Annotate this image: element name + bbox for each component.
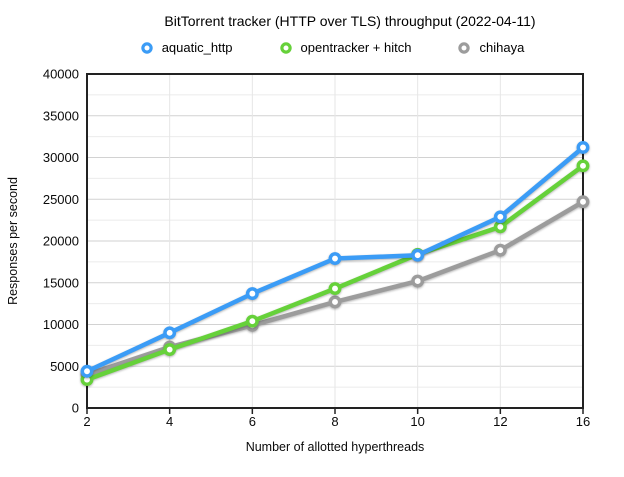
x-tick-label: 2 bbox=[83, 414, 90, 429]
data-point-marker bbox=[328, 252, 342, 265]
series-aquatic-http bbox=[80, 141, 590, 378]
y-tick-label: 40000 bbox=[43, 67, 79, 82]
x-tick-label: 4 bbox=[166, 414, 173, 429]
data-point-marker bbox=[163, 343, 177, 356]
legend: aquatic_http opentracker + hitch chihaya bbox=[0, 40, 624, 55]
data-point-marker bbox=[245, 314, 259, 328]
legend-item-chihaya: chihaya bbox=[457, 40, 524, 55]
data-point-marker bbox=[328, 295, 342, 309]
data-point-marker bbox=[80, 364, 94, 378]
data-point-marker bbox=[576, 141, 590, 154]
x-tick-label: 12 bbox=[493, 414, 507, 429]
y-axis-title: Responses per second bbox=[6, 177, 20, 305]
y-tick-label: 15000 bbox=[43, 275, 79, 290]
legend-item-aquatic-http: aquatic_http bbox=[140, 40, 233, 55]
legend-marker-icon bbox=[141, 41, 153, 54]
y-tick-label: 0 bbox=[72, 401, 79, 416]
data-point-marker bbox=[411, 248, 425, 262]
y-tick-label: 30000 bbox=[43, 150, 79, 165]
x-tick-label: 10 bbox=[410, 414, 424, 429]
data-point-marker bbox=[411, 274, 425, 288]
data-point-marker bbox=[493, 243, 507, 257]
data-point-marker bbox=[245, 287, 259, 301]
y-tick-label: 20000 bbox=[43, 234, 79, 249]
y-tick-label: 10000 bbox=[43, 317, 79, 332]
data-point-marker bbox=[493, 220, 507, 234]
x-axis-title: Number of allotted hyperthreads bbox=[246, 440, 425, 454]
y-tick-label: 35000 bbox=[43, 108, 79, 123]
legend-marker-icon bbox=[458, 41, 471, 54]
x-tick-label: 16 bbox=[576, 414, 590, 429]
legend-marker-icon bbox=[279, 41, 292, 54]
chart-title: BitTorrent tracker (HTTP over TLS) throu… bbox=[164, 13, 536, 29]
legend-item-opentracker-hitch: opentracker + hitch bbox=[279, 40, 412, 55]
x-tick-label: 6 bbox=[249, 414, 256, 429]
y-tick-label: 5000 bbox=[50, 359, 79, 374]
legend-label: opentracker + hitch bbox=[300, 40, 412, 55]
y-tick-label: 25000 bbox=[43, 192, 79, 207]
x-tick-label: 8 bbox=[331, 414, 338, 429]
data-point-marker bbox=[576, 159, 590, 173]
data-point-marker bbox=[328, 282, 342, 296]
data-point-marker bbox=[163, 326, 177, 340]
legend-label: aquatic_http bbox=[161, 40, 233, 55]
legend-label: chihaya bbox=[479, 40, 525, 55]
data-point-marker bbox=[576, 195, 590, 209]
plot-border bbox=[86, 73, 584, 409]
series-opentracker-hitch bbox=[80, 159, 590, 387]
data-point-marker bbox=[493, 210, 507, 224]
